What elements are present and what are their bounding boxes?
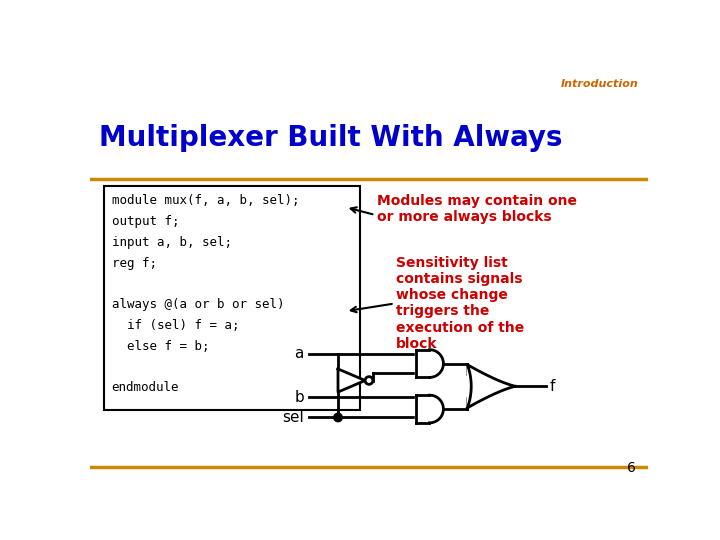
- Text: else f = b;: else f = b;: [112, 340, 210, 353]
- Text: reg f;: reg f;: [112, 256, 157, 269]
- Text: 6: 6: [628, 461, 636, 475]
- Text: a: a: [294, 346, 304, 361]
- Text: f: f: [549, 379, 554, 394]
- Text: always @(a or b or sel): always @(a or b or sel): [112, 298, 284, 311]
- Text: module mux(f, a, b, sel);: module mux(f, a, b, sel);: [112, 194, 300, 207]
- Text: b: b: [294, 390, 304, 405]
- Text: Introduction: Introduction: [561, 79, 639, 89]
- Text: Modules may contain one
or more always blocks: Modules may contain one or more always b…: [377, 194, 577, 224]
- Text: endmodule: endmodule: [112, 381, 179, 394]
- Polygon shape: [467, 364, 516, 408]
- Circle shape: [334, 413, 342, 422]
- Text: output f;: output f;: [112, 215, 179, 228]
- Text: if (sel) f = a;: if (sel) f = a;: [112, 319, 239, 332]
- Text: sel: sel: [282, 410, 304, 425]
- Polygon shape: [415, 395, 444, 423]
- Text: Multiplexer Built With Always: Multiplexer Built With Always: [99, 124, 563, 152]
- Text: input a, b, sel;: input a, b, sel;: [112, 236, 232, 249]
- Polygon shape: [338, 369, 365, 392]
- Text: Sensitivity list
contains signals
whose change
triggers the
execution of the
blo: Sensitivity list contains signals whose …: [396, 256, 524, 351]
- Circle shape: [365, 377, 373, 384]
- FancyBboxPatch shape: [104, 186, 360, 410]
- Polygon shape: [415, 350, 444, 377]
